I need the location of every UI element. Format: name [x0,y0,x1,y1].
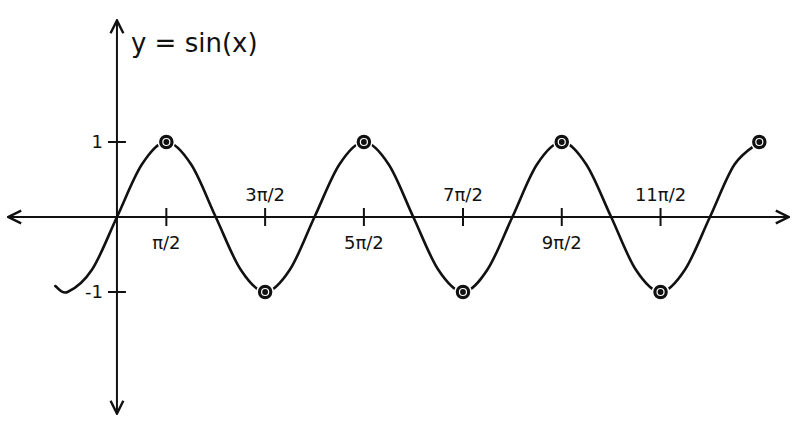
x-tick-label: 5π/2 [344,232,384,253]
x-tick [462,208,464,226]
point [554,134,570,150]
chart: π/2 3π/2 5π/2 7π/2 9π/2 11π/2 1 -1 y = sin(x) [0,0,797,423]
point-highlight [756,139,763,146]
y-tick-label: -1 [85,281,103,302]
x-tick [165,208,167,226]
point [257,284,273,300]
plot-area [55,134,767,300]
x-tick [264,208,266,226]
x-tick [660,208,662,226]
y-tick-label: 1 [92,131,103,152]
x-tick-label: π/2 [152,232,180,253]
x-tick [561,208,563,226]
y-tick [108,291,126,293]
y-tick [108,141,126,143]
point [653,284,669,300]
point-highlight [558,139,565,146]
point [356,134,372,150]
point [751,134,767,150]
point-highlight [360,139,367,146]
point-highlight [163,139,170,146]
point [158,134,174,150]
curve [55,142,759,293]
x-tick-label: 7π/2 [443,184,483,205]
x-tick [363,208,365,226]
title: y = sin(x) [131,28,258,58]
x-tick-label: 11π/2 [635,184,686,205]
x-tick-label: 3π/2 [245,184,285,205]
x-tick-label: 9π/2 [542,232,582,253]
point-highlight [262,289,269,296]
point [455,284,471,300]
x-axis [10,216,787,218]
point-highlight [459,289,466,296]
point-highlight [657,289,664,296]
